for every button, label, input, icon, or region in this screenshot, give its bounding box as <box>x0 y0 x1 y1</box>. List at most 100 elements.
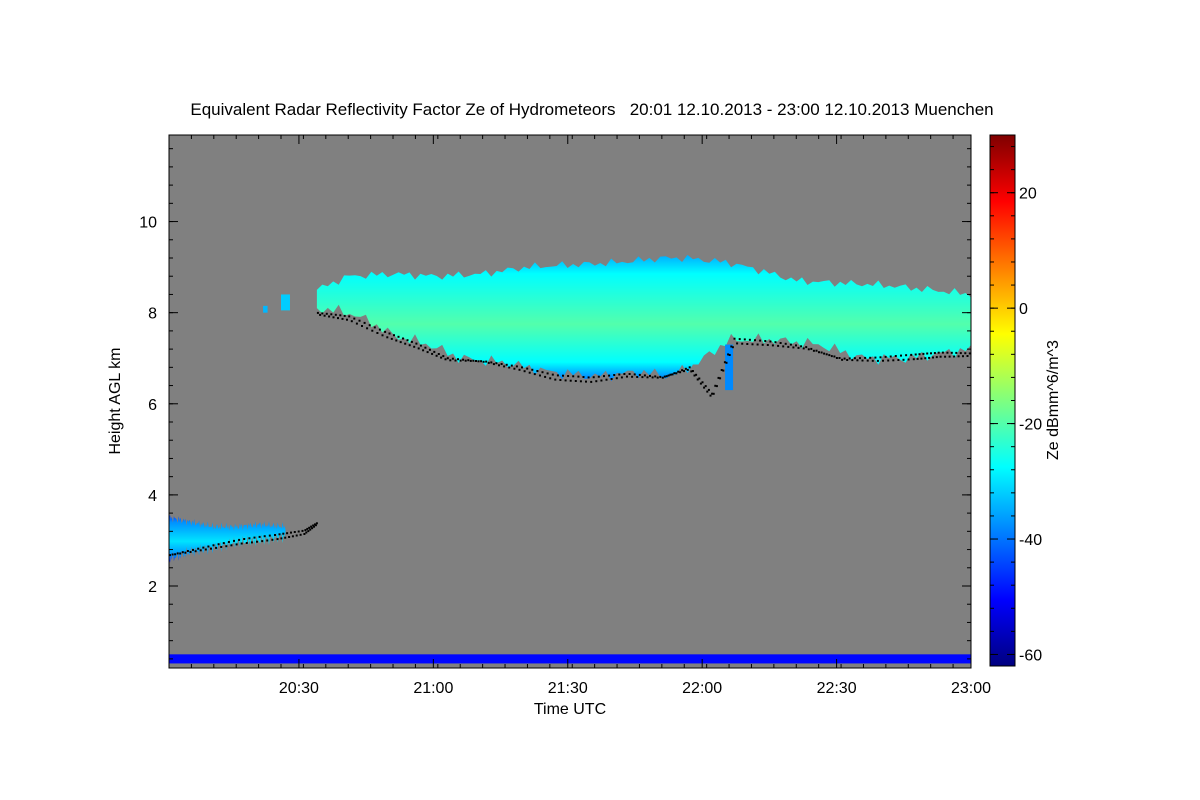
cloud-base-point <box>722 369 725 372</box>
cloud-base-point <box>853 357 856 360</box>
cloud-base-point <box>341 317 344 320</box>
cloud-base-point <box>577 375 580 378</box>
cloud-base-point <box>404 342 407 345</box>
cloud-base-point <box>462 358 465 361</box>
cloud-base-point <box>304 529 307 532</box>
cloud-base-point <box>569 379 572 382</box>
x-tick-label: 21:30 <box>548 680 588 697</box>
cloud-base-point <box>620 376 623 379</box>
cloud-base-point <box>641 376 644 379</box>
cloud-base-point <box>754 339 756 342</box>
cloud-base-point <box>410 340 413 343</box>
cloud-base-point <box>500 363 503 365</box>
cloud-base-point <box>233 539 235 542</box>
cloud-base-point <box>935 356 938 359</box>
cloud-base-point <box>176 552 179 555</box>
cloud-base-point <box>665 375 668 378</box>
cloud-base-point <box>480 360 483 363</box>
cloud-base-point <box>564 379 567 382</box>
cloud-base-point <box>181 551 184 554</box>
colorbar-label: Ze dBmm^6/m^3 <box>1045 340 1062 460</box>
cloud-base-point <box>417 347 420 350</box>
cloud-base-point <box>437 353 440 355</box>
cloud-base-point <box>677 370 680 373</box>
cloud-base-point <box>661 376 664 379</box>
cloud-base-point <box>800 345 803 348</box>
cloud-base-point <box>498 364 500 367</box>
cloud-base-point <box>415 342 418 345</box>
cloud-base-point <box>321 312 324 315</box>
cloud-base-point <box>515 365 518 368</box>
cloud-base-point <box>378 328 381 331</box>
cloud-base-point <box>610 378 613 380</box>
cloud-base-point <box>330 313 333 316</box>
lower-cloud <box>169 514 286 563</box>
cloud-base-point <box>271 538 274 541</box>
cloud-base-point <box>286 532 289 535</box>
cloud-base-point <box>301 529 304 532</box>
cloud-base-point <box>363 321 366 324</box>
cloud-layer <box>169 254 971 563</box>
cloud-base-point <box>521 366 523 369</box>
cloud-base-point <box>587 376 590 379</box>
cloud-base-point <box>230 544 233 547</box>
cloud-base-point <box>690 370 693 373</box>
cloud-base-point <box>861 359 864 362</box>
cloud-base-point <box>551 373 554 376</box>
cloud-base-point <box>227 541 230 543</box>
cloud-base-point <box>346 318 348 321</box>
cloud-base-point <box>266 539 269 542</box>
cloud-base-point <box>957 355 960 358</box>
cloud-base-point <box>663 375 666 378</box>
cloud-base-point <box>184 551 187 554</box>
cloud-base-point <box>882 359 884 362</box>
cloud-base-point <box>851 359 854 362</box>
cloud-base-point <box>933 352 936 354</box>
cloud-base-point <box>910 353 913 356</box>
cloud-base-point <box>350 320 353 323</box>
cloud-base-point <box>419 344 422 347</box>
cloud-base-point <box>469 359 472 362</box>
cloud-base-point <box>274 534 276 536</box>
ground-clutter-layer <box>169 654 971 664</box>
cloud-base-point <box>651 376 654 379</box>
cloud-base-point <box>743 338 746 341</box>
cloud-base-point <box>276 538 279 541</box>
cloud-base-point <box>503 365 506 368</box>
cloud-base-point <box>656 376 659 379</box>
cloud-base-point <box>764 340 767 342</box>
cloud-base-point <box>638 373 641 376</box>
cloud-base-point <box>720 369 723 371</box>
cloud-base-point <box>828 354 831 357</box>
cloud-base-point <box>194 550 197 553</box>
cloud-base-point <box>856 359 859 362</box>
cloud-base-point <box>874 356 877 359</box>
cloud-base-point <box>582 376 585 378</box>
cloud-base-point <box>199 549 202 552</box>
cloud-base-point <box>922 352 925 355</box>
cloud-base-point <box>174 553 177 556</box>
cloud-base-point <box>319 313 322 316</box>
cloud-base-point <box>595 380 598 383</box>
cloud-base-point <box>932 356 934 359</box>
cloud-base-point <box>440 356 443 359</box>
cloud-base-point <box>866 359 869 362</box>
cloud-base-point <box>459 359 462 362</box>
cloud-base-point <box>941 351 944 354</box>
cloud-base-point <box>631 375 634 378</box>
cloud-base-point <box>771 344 774 347</box>
cloud-base-point <box>902 358 905 361</box>
cloud-base-point <box>646 376 649 379</box>
cloud-base-point <box>887 359 890 362</box>
cloud-base-point <box>544 375 547 378</box>
cloud-base-point <box>876 359 879 362</box>
cloud-base-point <box>258 535 261 538</box>
cloud-base-point <box>964 352 967 355</box>
ground-clutter-band <box>169 654 971 664</box>
cloud-base-point <box>667 374 670 377</box>
cloud-base-point <box>812 349 815 352</box>
cloud-base-point <box>215 546 218 549</box>
cloud-base-point <box>962 355 964 358</box>
cloud-base-point <box>222 542 225 545</box>
y-tick-label: 8 <box>148 306 157 323</box>
